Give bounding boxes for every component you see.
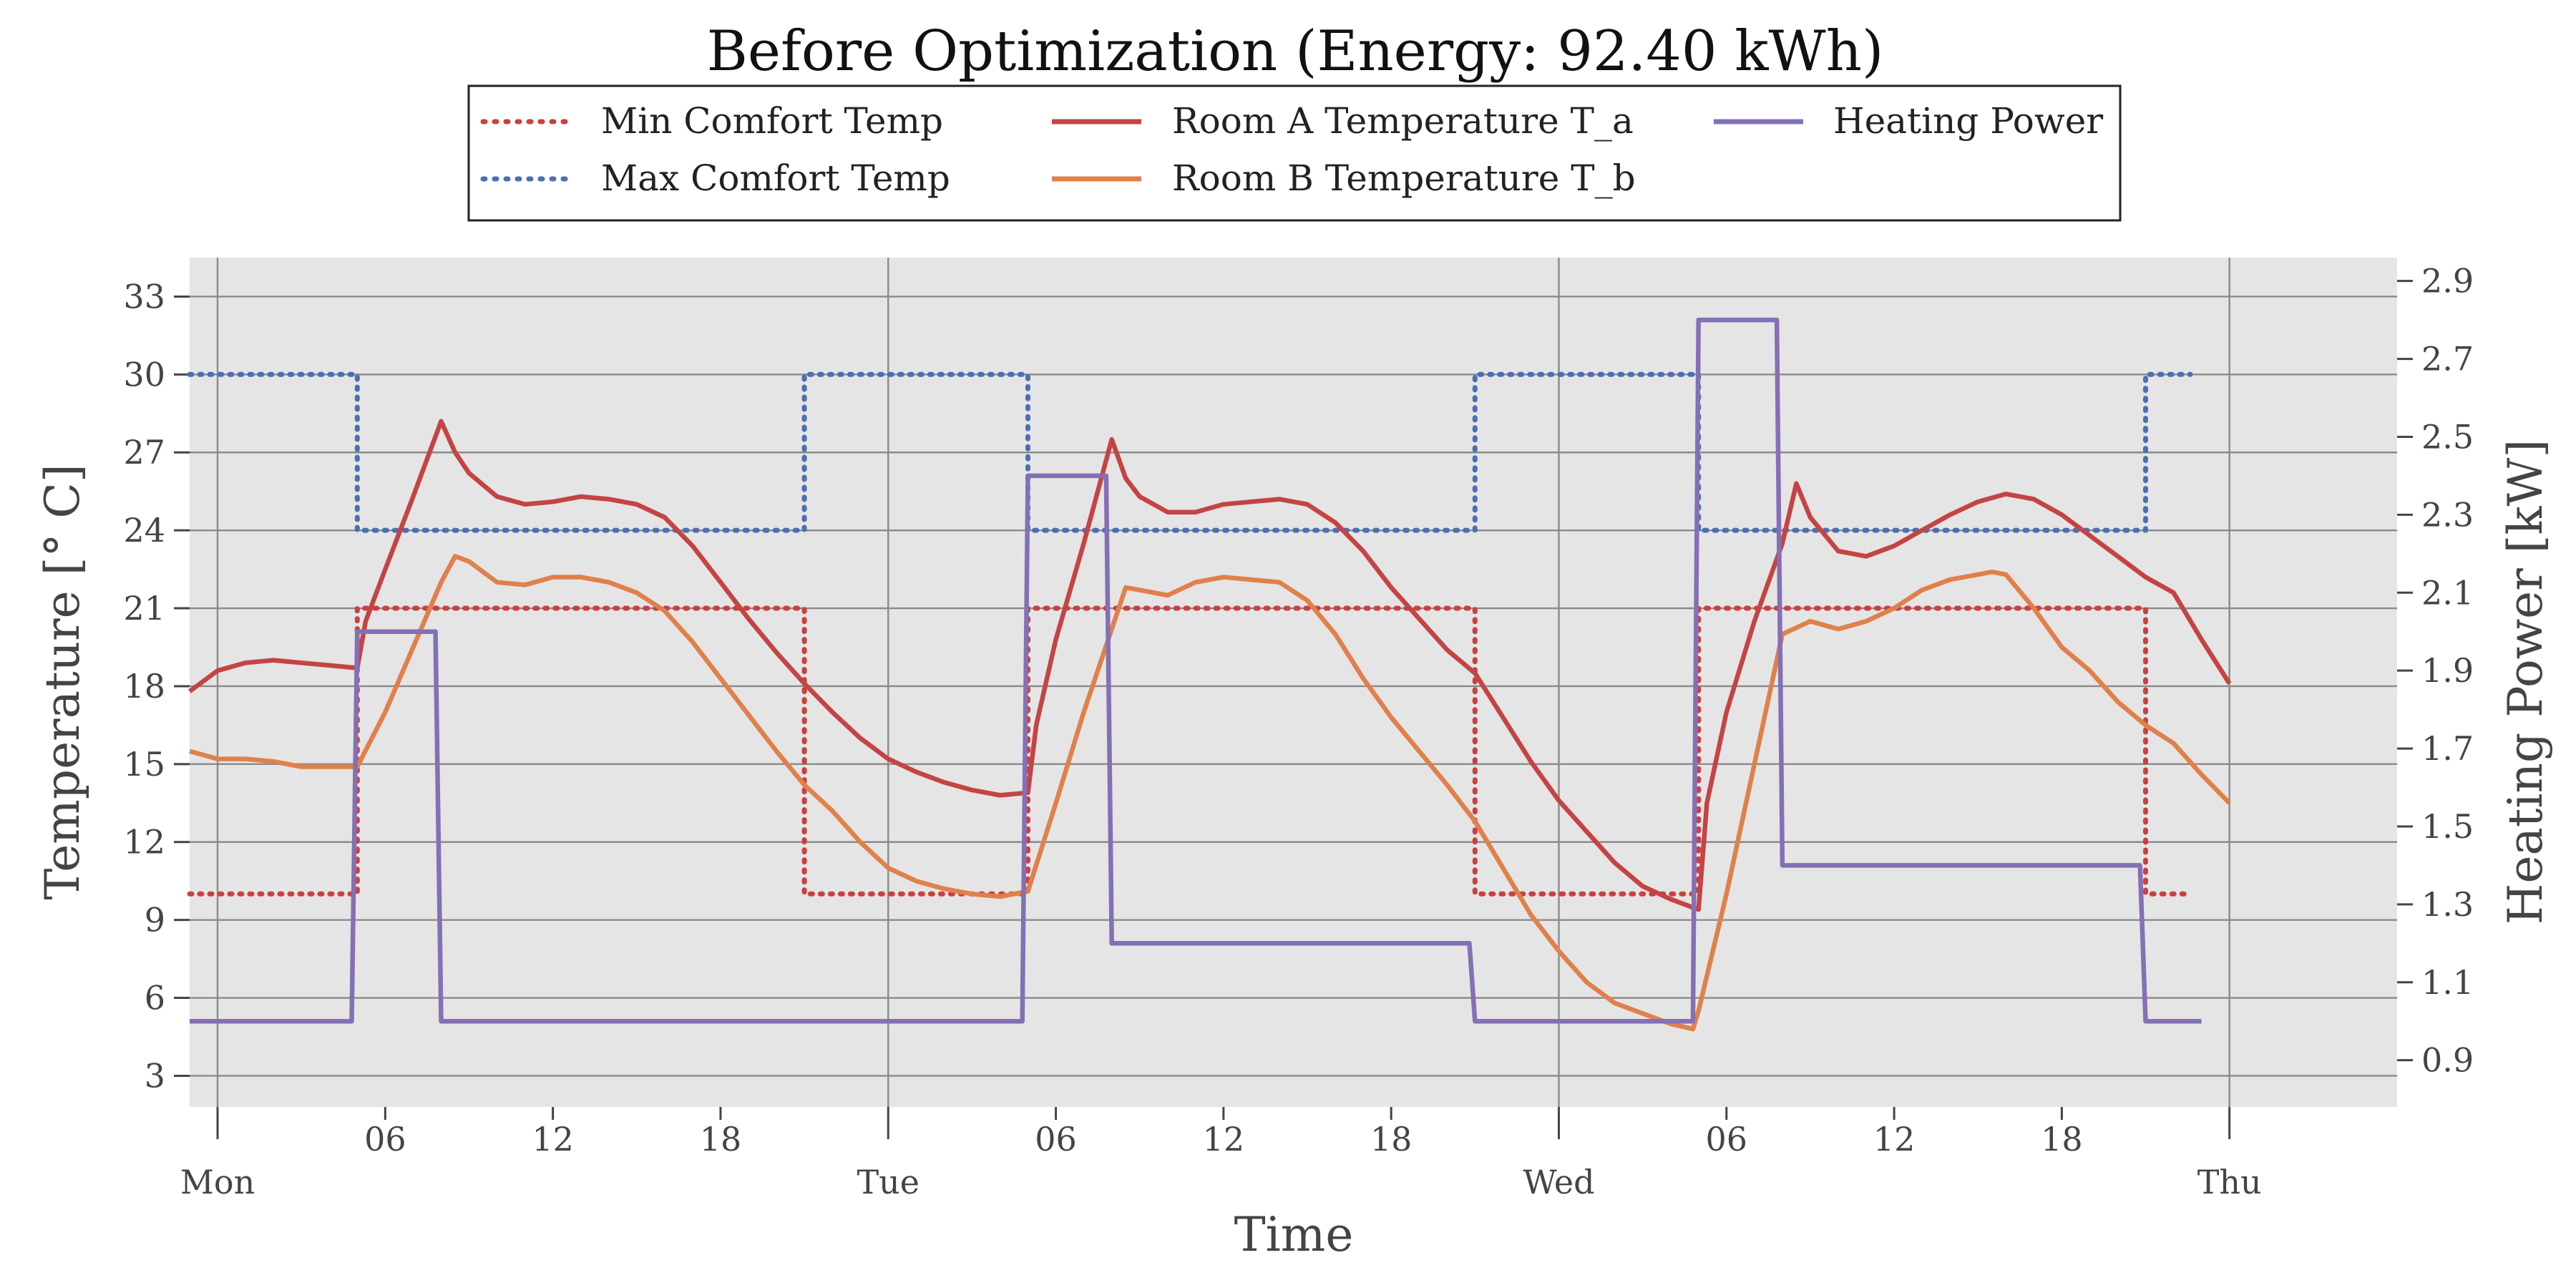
right-y-axis: 0.9 1.1 1.3 1.5 1.7 1.9 2.1 2.3 2.5 2.7 2.9 — [2397, 262, 2474, 1080]
legend-label-room-b: Room B Temperature T_b — [1172, 157, 1636, 199]
legend-entry-max-comfort: Max Comfort Temp — [480, 157, 950, 199]
right-tick-label: 2.9 — [2421, 262, 2474, 301]
legend-entry-room-b: Room B Temperature T_b — [1052, 157, 1636, 199]
legend-box — [467, 84, 2122, 222]
room-b-temperature-line — [189, 554, 2232, 1032]
x-major-tick-label: Thu — [2197, 1163, 2262, 1201]
legend-entry-room-a: Room A Temperature T_a — [1052, 100, 1634, 142]
right-tick-label: 2.5 — [2421, 417, 2474, 456]
right-tick-label: 2.1 — [2421, 573, 2474, 612]
legend-entry-heating-power: Heating Power — [1714, 100, 2103, 142]
right-tick-label: 1.5 — [2421, 807, 2474, 846]
left-tick-label: 9 — [145, 901, 165, 940]
x-minor-tick-label: 12 — [532, 1120, 574, 1158]
legend-label-max-comfort: Max Comfort Temp — [601, 157, 950, 199]
x-major-tick-label: Tue — [857, 1163, 920, 1201]
x-major-tick-label: Mon — [180, 1163, 255, 1201]
left-tick-label: 12 — [123, 823, 165, 862]
legend-entry-min-comfort: Min Comfort Temp — [480, 100, 943, 142]
y-axis-label-left: Temperature [° C] — [35, 464, 90, 899]
x-major-tick-label: Wed — [1523, 1163, 1594, 1201]
left-tick-label: 33 — [123, 277, 165, 316]
series-lines — [187, 317, 2232, 1032]
x-minor-tick-label: 18 — [700, 1120, 742, 1158]
legend: Min Comfort Temp Max Comfort Temp Room A… — [467, 84, 2122, 222]
x-minor-tick-label: 18 — [1370, 1120, 1413, 1158]
left-tick-label: 18 — [123, 667, 165, 706]
left-tick-label: 15 — [123, 745, 165, 784]
left-tick-label: 27 — [123, 433, 165, 472]
right-tick-label: 1.1 — [2421, 963, 2474, 1002]
left-tick-label: 3 — [145, 1056, 165, 1095]
x-axis-label: Time — [1234, 1207, 1354, 1262]
legend-label-room-a-text: Room A Temperature T_a — [1172, 100, 1634, 142]
right-tick-label: 1.9 — [2421, 651, 2474, 690]
x-axis: Mon Tue Wed Thu 06 12 18 06 12 18 06 12 18 — [180, 1107, 2262, 1201]
right-tick-label: 0.9 — [2421, 1041, 2474, 1080]
legend-label-heating-power: Heating Power — [1833, 100, 2103, 142]
left-y-axis: 3 6 9 12 15 18 21 24 27 30 33 — [123, 277, 190, 1095]
y-axis-label-right: Heating Power [kW] — [2498, 439, 2553, 924]
x-minor-tick-label: 18 — [2041, 1120, 2083, 1158]
left-tick-label: 24 — [123, 511, 165, 550]
heating-power-line — [190, 317, 2202, 1024]
legend-label-room-a: Room A Temperature T_a — [1172, 100, 1634, 142]
left-tick-label: 6 — [145, 979, 165, 1018]
right-tick-label: 2.3 — [2421, 495, 2474, 534]
x-minor-tick-label: 06 — [1706, 1120, 1748, 1158]
right-tick-label: 2.7 — [2421, 340, 2474, 379]
left-tick-label: 21 — [123, 589, 165, 628]
left-tick-label: 30 — [123, 355, 165, 394]
min-comfort-temp-line — [187, 605, 2193, 897]
plot-area — [190, 258, 2397, 1107]
x-minor-tick-label: 12 — [1203, 1120, 1245, 1158]
room-a-temperature-line — [188, 419, 2232, 912]
x-minor-tick-label: 06 — [364, 1120, 406, 1158]
x-minor-tick-label: 06 — [1035, 1120, 1077, 1158]
legend-label-min-comfort: Min Comfort Temp — [601, 100, 943, 142]
right-tick-label: 1.7 — [2421, 729, 2474, 768]
x-minor-tick-label: 12 — [1873, 1120, 1916, 1158]
right-tick-label: 1.3 — [2421, 885, 2474, 924]
legend-label-room-b-text: Room B Temperature T_b — [1172, 157, 1636, 199]
chart-title: Before Optimization (Energy: 92.40 kWh) — [707, 19, 1884, 84]
